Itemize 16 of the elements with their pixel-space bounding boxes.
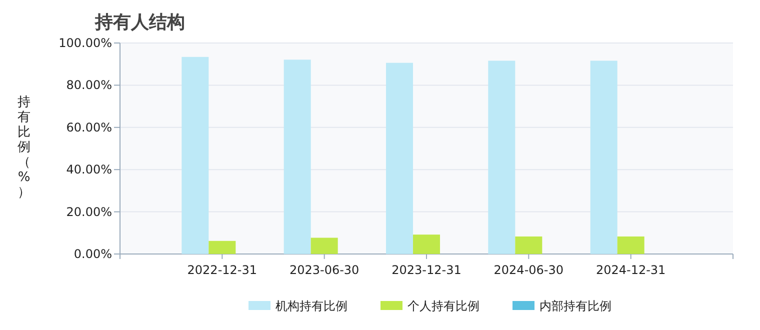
xtick: 2022-12-31	[187, 263, 258, 277]
ytick: 40.00%	[66, 162, 112, 177]
xtick: 2024-06-30	[494, 263, 564, 277]
ytick: 100.00%	[58, 36, 112, 50]
ytick: 0.00%	[74, 247, 112, 261]
ylabel: 持有比例（%）	[18, 95, 30, 200]
legend: 个人持有比例	[408, 299, 480, 313]
xtick: 2023-12-31	[392, 263, 462, 277]
legend: 机构持有比例	[276, 299, 348, 313]
ytick: 60.00%	[66, 120, 112, 134]
ytick: 20.00%	[66, 204, 112, 219]
xtick: 2023-06-30	[289, 263, 360, 277]
ytick: 80.00%	[66, 78, 112, 92]
xtick: 2024-12-31	[596, 263, 666, 277]
title: 持有人结构	[95, 12, 185, 33]
legend: 内部持有比例	[540, 299, 612, 313]
